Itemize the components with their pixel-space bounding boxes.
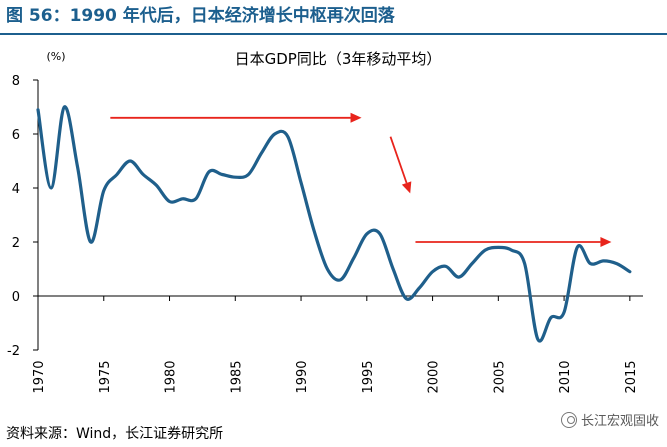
series-line	[36, 105, 632, 343]
line-chart: 日本GDP同比（3年移动平均） (%) -2 0 2 4 6 8 1970 1975 1980 1…	[7, 50, 643, 394]
chart-title: 日本GDP同比（3年移动平均）	[235, 50, 442, 68]
y-tick-label: 2	[12, 236, 20, 251]
y-tick-label: 4	[12, 182, 20, 197]
arrow-shaft	[389, 136, 408, 184]
y-tick-label: 0	[12, 290, 20, 305]
series-layer	[36, 105, 632, 343]
watermark-text: 长江宏观固收	[580, 414, 659, 429]
x-tick-label: 1990	[295, 360, 310, 393]
x-tick-label: 1975	[98, 360, 113, 393]
x-tick-label: 1985	[229, 360, 244, 393]
arrow-head	[350, 112, 362, 123]
wechat-icon	[560, 411, 577, 428]
x-tick-label: 1980	[164, 360, 179, 393]
x-tick-label: 1970	[32, 360, 47, 393]
x-tick-label: 2005	[492, 360, 507, 393]
figure-title: 图 56：1990 年代后，日本经济增长中枢再次回落	[6, 6, 395, 26]
x-tick-label: 2010	[558, 360, 573, 393]
axes: -2 0 2 4 6 8 1970 1975 1980 1985 1990 1995 2000 2005 2…	[7, 74, 643, 394]
y-tick-label: 6	[12, 128, 20, 143]
x-tick-label: 2015	[624, 360, 639, 393]
arrow-head	[600, 237, 612, 247]
title-rule	[0, 33, 667, 35]
y-tick-label: -2	[7, 344, 20, 359]
x-tick-label: 1995	[361, 360, 376, 393]
source-note: 资料来源：Wind，长江证券研究所	[6, 426, 224, 442]
y-tick-label: 8	[12, 74, 20, 89]
watermark: 长江宏观固收	[560, 410, 659, 429]
arrow-head	[401, 181, 412, 194]
x-tick-label: 2000	[427, 360, 442, 393]
y-unit-label: (%)	[46, 50, 65, 63]
annotation-arrows	[110, 112, 612, 247]
